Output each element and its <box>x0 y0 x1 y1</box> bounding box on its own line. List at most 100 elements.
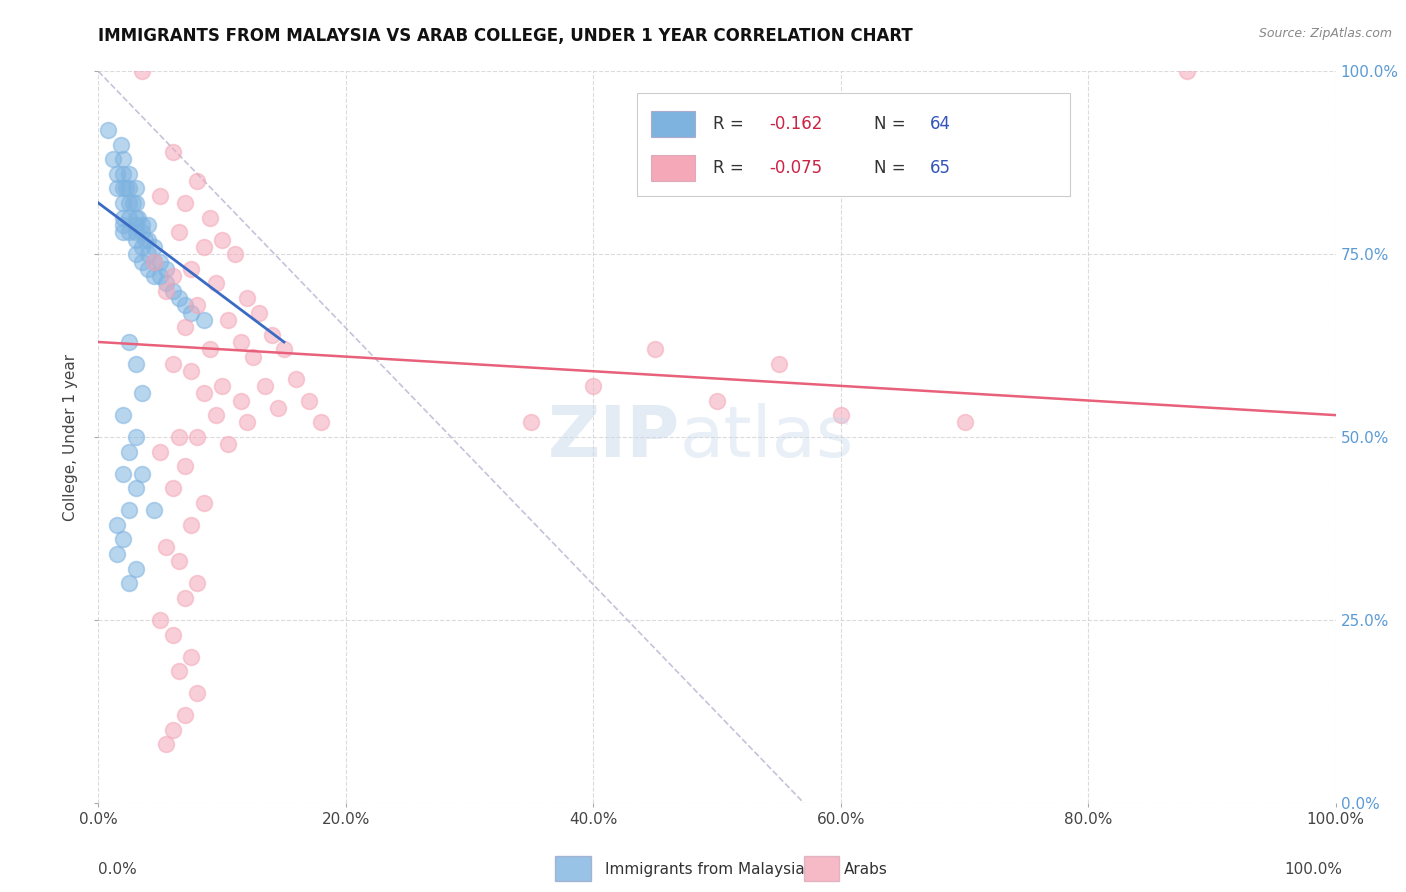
Y-axis label: College, Under 1 year: College, Under 1 year <box>63 353 79 521</box>
Point <box>167 664 190 678</box>
Point <box>143 254 166 268</box>
Point <box>167 225 190 239</box>
Point <box>174 708 197 723</box>
Point <box>167 291 190 305</box>
Point <box>118 225 141 239</box>
Point <box>260 327 283 342</box>
Point <box>149 444 172 458</box>
Point <box>131 254 153 268</box>
Point <box>124 357 146 371</box>
Point <box>124 481 146 495</box>
Point <box>118 444 141 458</box>
Point <box>180 649 202 664</box>
Point <box>198 343 221 357</box>
Point <box>124 562 146 576</box>
Point <box>830 408 852 422</box>
Point <box>162 357 184 371</box>
Point <box>186 686 208 700</box>
Point <box>143 269 166 284</box>
Point <box>162 481 184 495</box>
Point <box>136 247 159 261</box>
Point <box>193 386 215 401</box>
Point <box>180 306 202 320</box>
Point <box>162 723 184 737</box>
Point <box>186 576 208 591</box>
Point <box>131 240 153 254</box>
Text: N =: N = <box>875 159 905 177</box>
FancyBboxPatch shape <box>637 94 1070 195</box>
Point <box>193 496 215 510</box>
Point <box>143 240 166 254</box>
Point <box>112 196 135 211</box>
FancyBboxPatch shape <box>651 155 695 181</box>
Point <box>110 137 132 152</box>
Point <box>242 350 264 364</box>
Point <box>124 196 146 211</box>
Point <box>285 371 308 385</box>
Point <box>134 233 156 247</box>
Point <box>247 306 270 320</box>
Point <box>298 393 321 408</box>
Point <box>124 233 146 247</box>
Point <box>112 408 135 422</box>
Point <box>193 313 215 327</box>
Point <box>211 233 233 247</box>
Point <box>118 334 141 349</box>
Point <box>174 196 197 211</box>
Point <box>136 233 159 247</box>
Point <box>124 430 146 444</box>
Point <box>229 393 252 408</box>
Text: Arabs: Arabs <box>844 863 887 877</box>
Point <box>162 627 184 641</box>
Point <box>162 284 184 298</box>
Point <box>127 211 149 225</box>
Point <box>122 196 145 211</box>
Point <box>706 393 728 408</box>
Point <box>97 123 120 137</box>
Text: -0.075: -0.075 <box>769 159 823 177</box>
Text: R =: R = <box>713 115 744 133</box>
Text: atlas: atlas <box>681 402 855 472</box>
Point <box>167 554 190 568</box>
Point <box>186 174 208 188</box>
Point <box>193 240 215 254</box>
Point <box>768 357 790 371</box>
Point <box>143 254 166 268</box>
Point <box>167 430 190 444</box>
Point <box>103 152 125 166</box>
Point <box>155 284 177 298</box>
Point <box>131 218 153 232</box>
Point <box>112 152 135 166</box>
Point <box>953 416 976 430</box>
Point <box>118 167 141 181</box>
Text: IMMIGRANTS FROM MALAYSIA VS ARAB COLLEGE, UNDER 1 YEAR CORRELATION CHART: IMMIGRANTS FROM MALAYSIA VS ARAB COLLEGE… <box>98 27 912 45</box>
Point <box>131 386 153 401</box>
Point <box>520 416 543 430</box>
Point <box>224 247 246 261</box>
Point <box>236 291 259 305</box>
Point <box>105 517 128 532</box>
Point <box>149 188 172 202</box>
Point <box>112 218 135 232</box>
Point <box>136 218 159 232</box>
Point <box>273 343 295 357</box>
Point <box>267 401 290 415</box>
Point <box>118 196 141 211</box>
Point <box>205 408 228 422</box>
Point <box>131 225 153 239</box>
Text: R =: R = <box>713 159 744 177</box>
Point <box>198 211 221 225</box>
Point <box>254 379 277 393</box>
Point <box>174 459 197 474</box>
Point <box>131 64 153 78</box>
Point <box>118 181 141 195</box>
FancyBboxPatch shape <box>651 112 695 136</box>
Point <box>112 533 135 547</box>
Point <box>205 277 228 291</box>
Point <box>131 467 153 481</box>
Point <box>118 503 141 517</box>
Text: 0.0%: 0.0% <box>98 863 138 877</box>
Point <box>149 269 172 284</box>
Point <box>174 298 197 312</box>
Point <box>174 320 197 334</box>
